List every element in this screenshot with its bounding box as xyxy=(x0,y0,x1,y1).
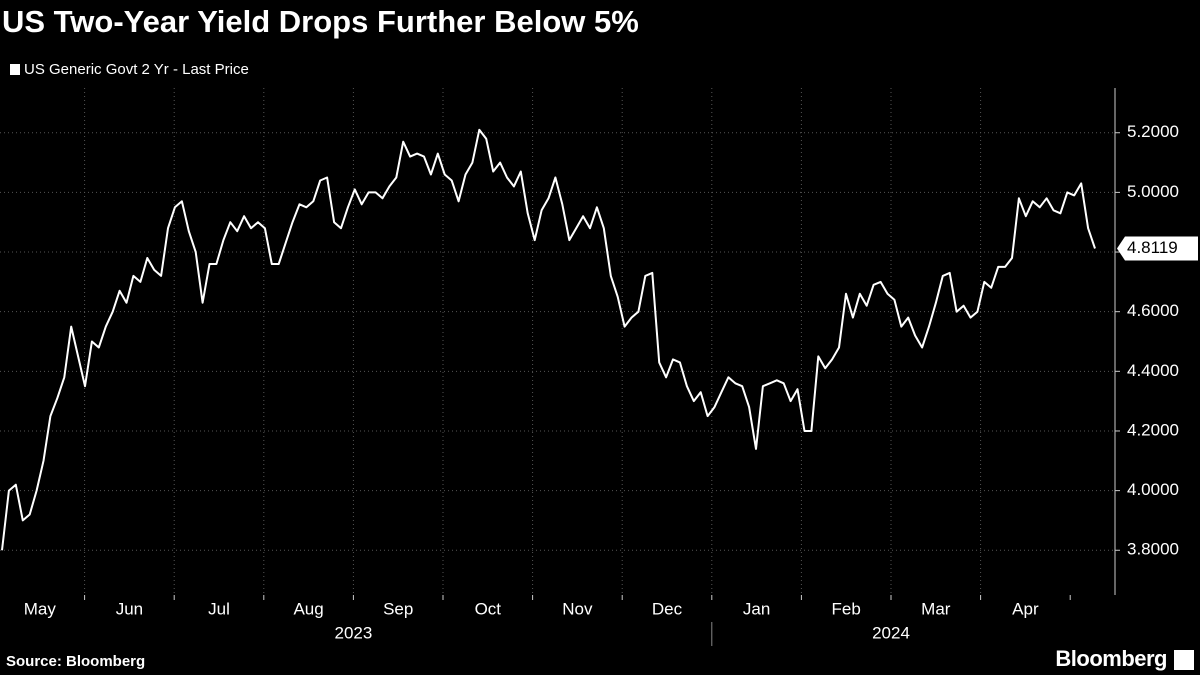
x-tick-label: Sep xyxy=(383,599,413,618)
legend-label: US Generic Govt 2 Yr - Last Price xyxy=(24,61,249,78)
last-value-box xyxy=(1117,236,1198,261)
year-label: 2023 xyxy=(334,623,372,642)
y-tick-label: 3.8000 xyxy=(1127,540,1179,559)
x-tick-label: Oct xyxy=(475,599,502,618)
x-tick-label: Dec xyxy=(652,599,683,618)
y-tick-label: 4.2000 xyxy=(1127,420,1179,439)
x-tick-label: Aug xyxy=(293,599,323,618)
x-tick-label: Apr xyxy=(1012,599,1039,618)
year-label: 2024 xyxy=(872,623,910,642)
source: Source: Bloomberg xyxy=(6,653,145,670)
line xyxy=(1,128,1096,551)
last-value-label: 4.8119 xyxy=(1127,238,1178,257)
brand: Bloomberg xyxy=(1055,646,1167,671)
x-tick-label: Jun xyxy=(116,599,143,618)
y-tick-label: 5.0000 xyxy=(1127,182,1179,201)
y-tick-label: 4.6000 xyxy=(1127,301,1179,320)
y-tick-label: 5.2000 xyxy=(1127,122,1179,141)
brand-icon xyxy=(1174,650,1194,670)
x-tick-label: Jul xyxy=(208,599,230,618)
y-tick-label: 4.4000 xyxy=(1127,361,1179,380)
x-tick-label: May xyxy=(24,599,57,618)
x-tick-label: Nov xyxy=(562,599,593,618)
x-tick-label: Mar xyxy=(921,599,951,618)
legend-swatch xyxy=(10,64,20,75)
chart-title: US Two-Year Yield Drops Further Below 5% xyxy=(2,4,639,39)
x-tick-label: Jan xyxy=(743,599,770,618)
y-tick-label: 4.0000 xyxy=(1127,480,1179,499)
x-tick-label: Feb xyxy=(832,599,861,618)
